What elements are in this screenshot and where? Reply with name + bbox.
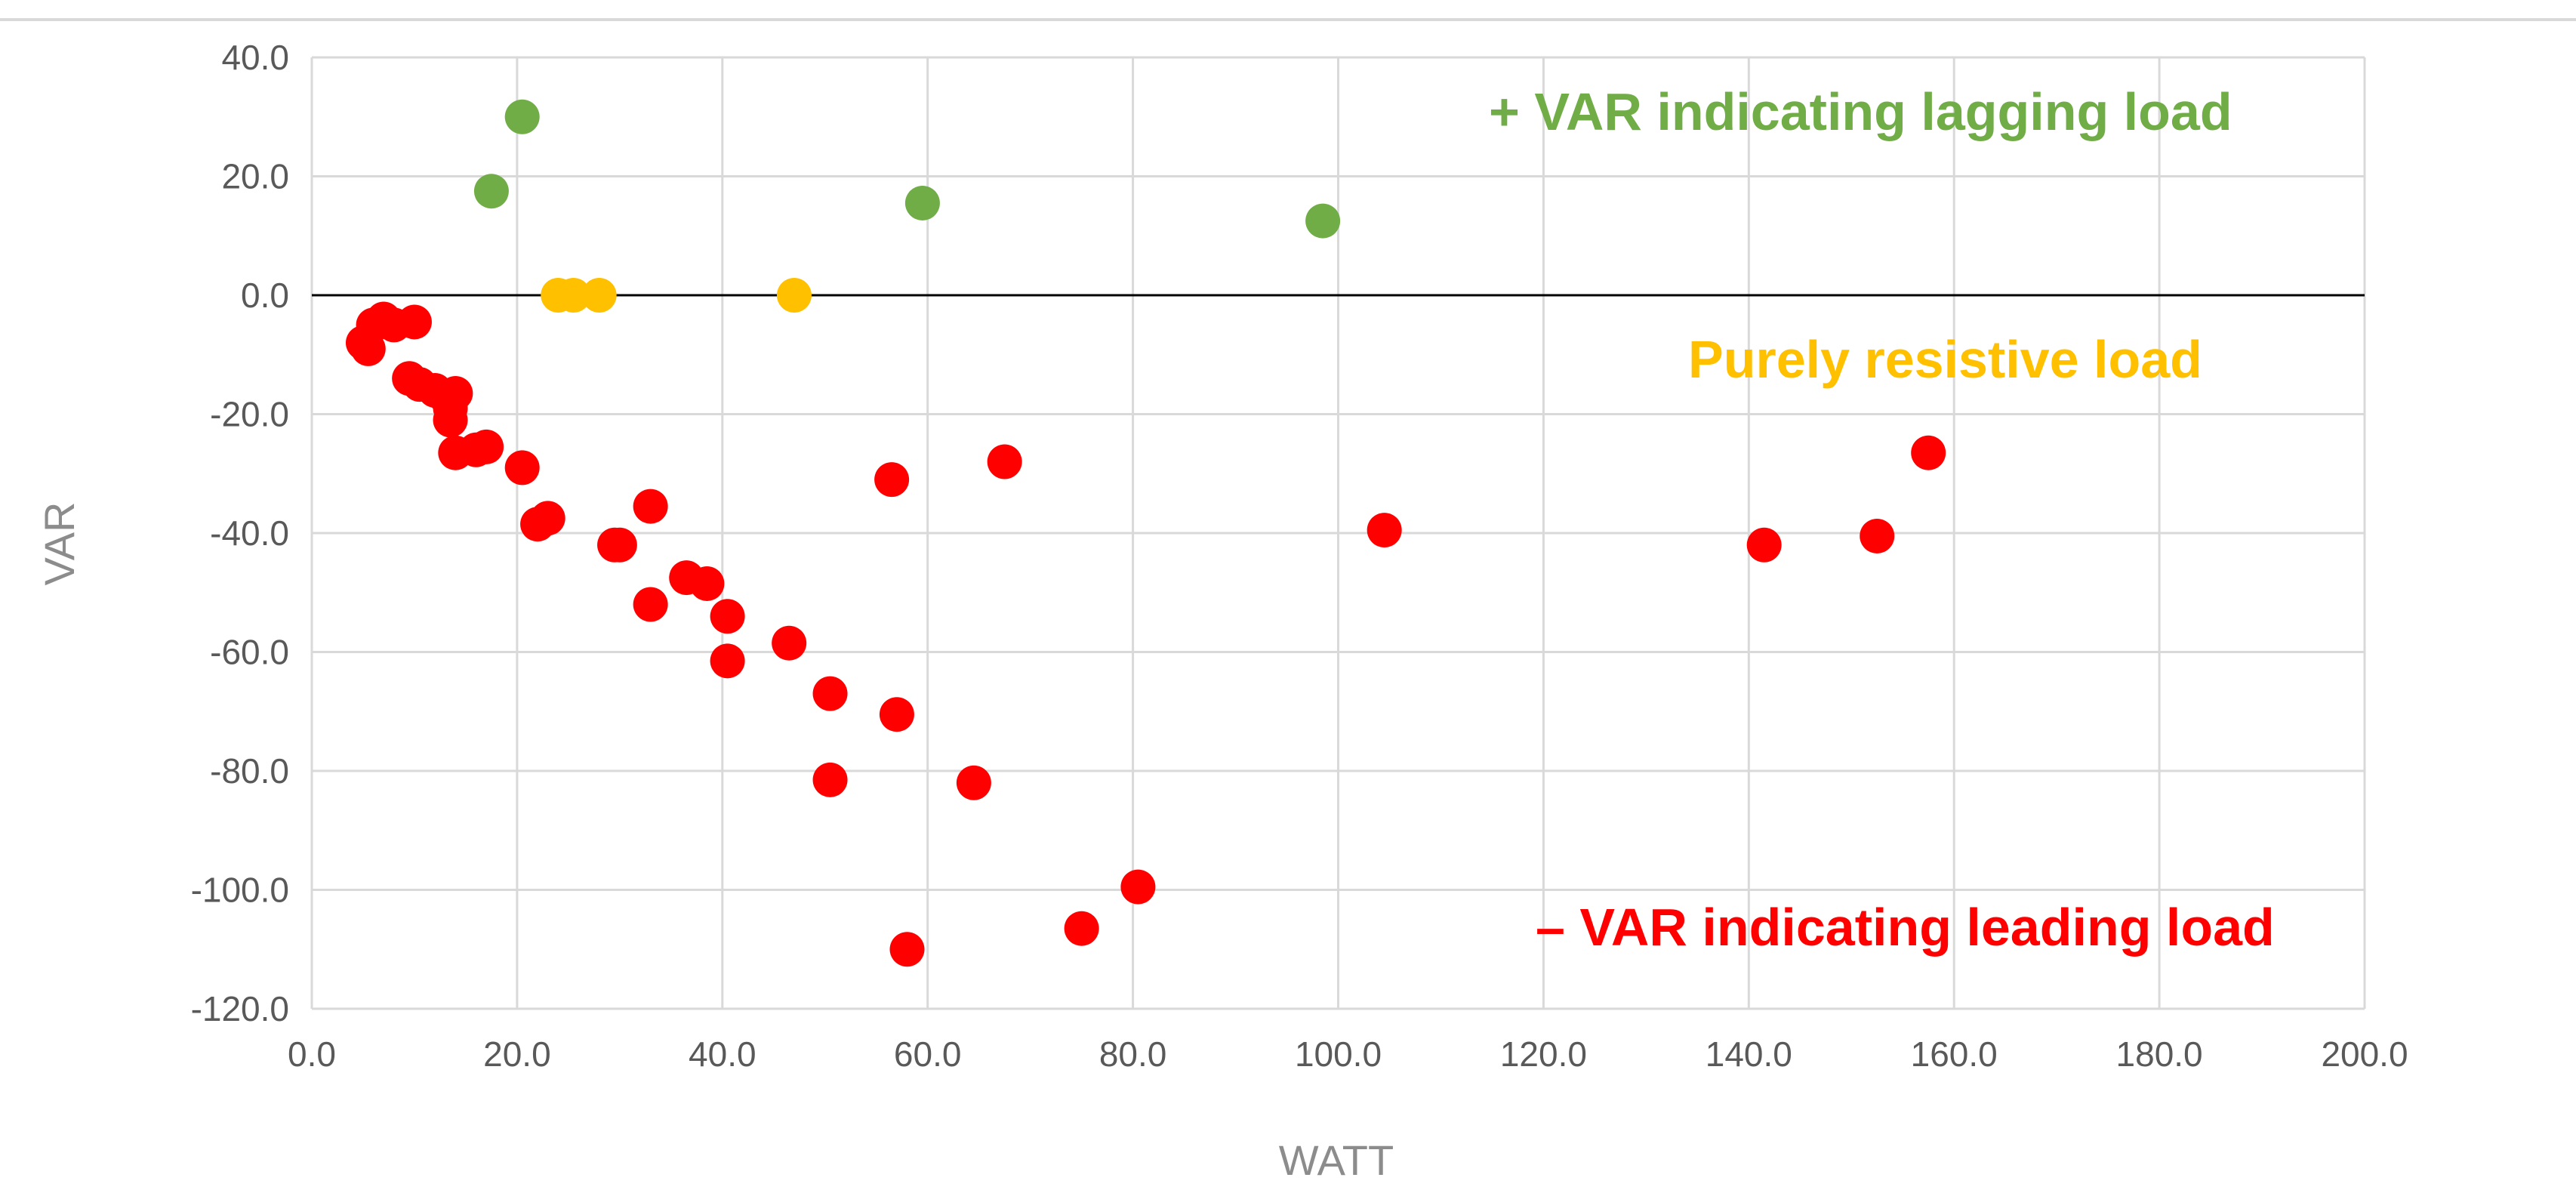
data-point-lagging [473,174,509,209]
data-point-leading [889,932,925,967]
x-tick-label: 60.0 [894,1034,962,1074]
x-axis-title: WATT [1279,1136,1394,1184]
x-tick-label: 160.0 [1911,1034,1998,1074]
x-tick-label: 20.0 [483,1034,551,1074]
data-point-leading [1911,435,1946,470]
y-tick-label: 0.0 [241,276,289,315]
data-point-leading [1367,513,1402,548]
y-tick-label: 20.0 [221,157,289,196]
data-points [345,99,1946,967]
y-tick-label: 40.0 [221,38,289,77]
y-tick-label: -100.0 [191,871,289,910]
x-tick-label: 180.0 [2116,1034,2203,1074]
data-point-leading [1746,527,1782,563]
y-tick-label: -120.0 [191,989,289,1028]
data-point-leading [469,429,504,464]
y-tick-label: -40.0 [210,513,289,553]
data-point-leading [812,762,848,797]
x-tick-label: 80.0 [1099,1034,1167,1074]
data-point-leading [689,566,725,601]
y-tick-label: -60.0 [210,633,289,672]
data-point-leading [879,697,914,732]
data-point-leading [504,450,540,486]
y-axis-ticks: 40.0 20.0 0.0 -20.0 -40.0 -60.0 -80.0 -100.0 -12… [191,38,289,1028]
data-point-lagging [1305,203,1341,239]
data-point-resistive [556,278,591,313]
data-point-leading [874,462,910,498]
y-tick-label: -20.0 [210,395,289,434]
data-point-leading [633,587,668,622]
data-point-leading [433,402,468,438]
annotation-resistive: Purely resistive load [1688,330,2202,389]
data-point-leading [987,444,1022,479]
data-point-leading [772,625,807,661]
data-point-resistive [581,278,617,313]
x-tick-label: 40.0 [689,1034,756,1074]
data-point-resistive [776,278,812,313]
x-tick-label: 120.0 [1500,1034,1587,1074]
data-point-leading [602,527,637,563]
data-point-leading [710,643,745,679]
x-tick-label: 100.0 [1295,1034,1382,1074]
data-point-leading [956,765,991,800]
data-point-leading [1860,518,1895,553]
y-axis-title: VAR [35,502,83,586]
x-axis-ticks: 0.0 20.0 40.0 60.0 80.0 100.0 120.0 140.0 160.0 1… [288,1034,2408,1074]
y-tick-label: -80.0 [210,751,289,791]
x-tick-label: 0.0 [288,1034,336,1074]
data-point-leading [633,489,668,524]
data-point-leading [530,501,565,536]
data-point-leading [1120,869,1156,905]
data-point-lagging [904,185,940,220]
x-tick-label: 140.0 [1706,1034,1792,1074]
data-point-leading [396,304,432,340]
data-point-leading [1064,911,1099,946]
data-point-lagging [504,99,540,134]
annotation-leading: – VAR indicating leading load [1536,898,2275,957]
data-point-leading [812,676,848,711]
grid [310,56,2366,1010]
x-tick-label: 200.0 [2321,1034,2408,1074]
annotation-lagging: + VAR indicating lagging load [1489,82,2232,141]
data-point-leading [710,599,745,634]
